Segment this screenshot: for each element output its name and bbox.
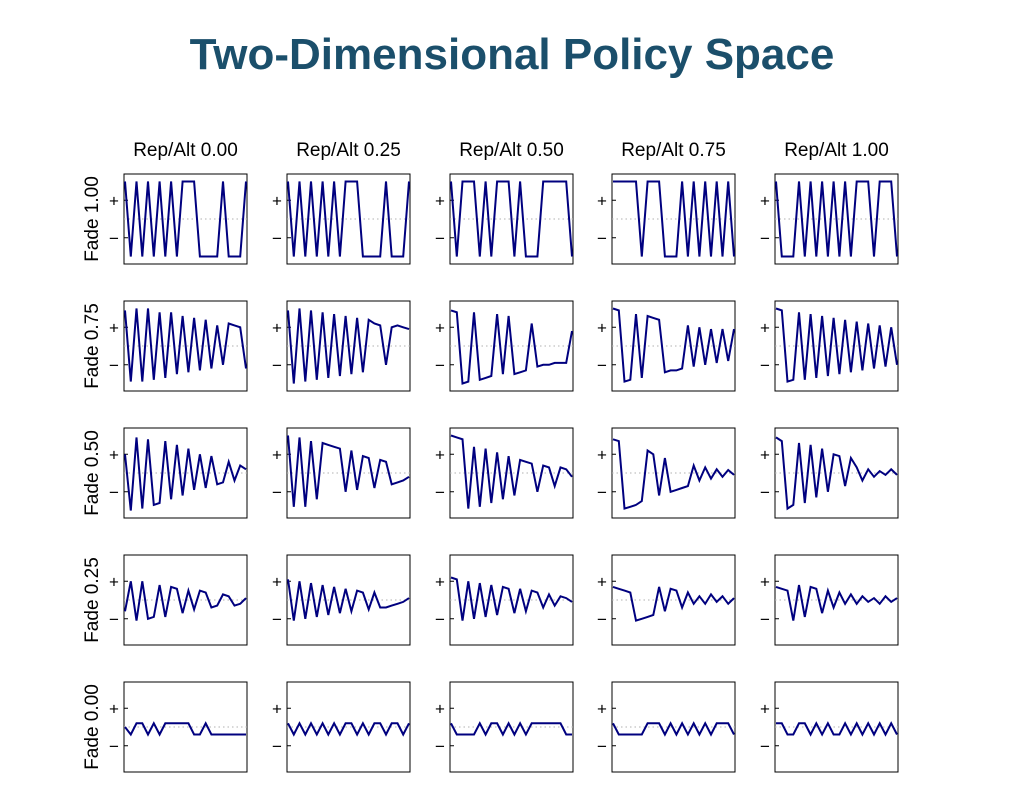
column-title: Rep/Alt 0.50 bbox=[459, 140, 564, 161]
series-line bbox=[124, 308, 247, 382]
series-line bbox=[450, 576, 573, 621]
series-line bbox=[776, 721, 898, 737]
series-line bbox=[287, 721, 410, 737]
row-title: Fade 1.00 bbox=[82, 176, 103, 262]
y-tick-label: + bbox=[435, 445, 445, 464]
y-tick-label: + bbox=[109, 572, 119, 591]
y-tick-label: + bbox=[109, 318, 119, 337]
y-tick-label: + bbox=[272, 445, 282, 464]
y-tick-label: + bbox=[760, 318, 770, 337]
panel-frame bbox=[449, 427, 574, 519]
column-title: Rep/Alt 0.25 bbox=[296, 140, 401, 161]
series-line bbox=[612, 438, 735, 510]
series-line bbox=[450, 309, 573, 385]
series-line bbox=[124, 180, 247, 258]
y-tick-label: + bbox=[597, 572, 607, 591]
series-line bbox=[775, 180, 898, 258]
series-line bbox=[775, 307, 898, 383]
y-tick-label: − bbox=[272, 356, 282, 375]
y-tick-label: + bbox=[109, 699, 119, 718]
y-tick-label: − bbox=[435, 356, 445, 375]
series-line bbox=[124, 437, 247, 511]
y-tick-label: − bbox=[760, 229, 770, 248]
y-tick-label: + bbox=[435, 572, 445, 591]
series-line bbox=[287, 308, 410, 384]
y-tick-label: − bbox=[272, 229, 282, 248]
column-title: Rep/Alt 0.00 bbox=[133, 140, 238, 161]
y-tick-label: − bbox=[109, 229, 119, 248]
slide-title: Two-Dimensional Policy Space bbox=[189, 30, 835, 79]
column-title: Rep/Alt 1.00 bbox=[784, 140, 889, 161]
series-line bbox=[775, 584, 898, 621]
series-line bbox=[612, 307, 735, 383]
y-tick-label: + bbox=[597, 318, 607, 337]
y-tick-label: + bbox=[597, 699, 607, 718]
y-tick-label: − bbox=[597, 483, 607, 502]
series-line bbox=[612, 721, 735, 737]
y-tick-label: − bbox=[760, 483, 770, 502]
y-tick-label: − bbox=[435, 610, 445, 629]
y-tick-label: − bbox=[272, 610, 282, 629]
y-tick-label: − bbox=[109, 483, 119, 502]
y-tick-label: + bbox=[272, 572, 282, 591]
series-line bbox=[124, 581, 247, 621]
y-tick-label: + bbox=[435, 191, 445, 210]
y-tick-label: − bbox=[109, 610, 119, 629]
series-line bbox=[287, 180, 410, 258]
y-tick-label: − bbox=[272, 737, 282, 756]
y-tick-label: + bbox=[597, 445, 607, 464]
y-tick-label: + bbox=[272, 699, 282, 718]
y-tick-label: − bbox=[597, 610, 607, 629]
series-line bbox=[287, 579, 410, 621]
series-line bbox=[775, 436, 898, 511]
y-tick-label: − bbox=[597, 229, 607, 248]
series-line bbox=[287, 435, 410, 507]
series-line bbox=[450, 434, 573, 509]
series-line bbox=[612, 585, 735, 622]
y-tick-label: + bbox=[760, 699, 770, 718]
y-tick-label: + bbox=[760, 191, 770, 210]
y-tick-label: − bbox=[109, 356, 119, 375]
series-line bbox=[450, 180, 573, 258]
column-title: Rep/Alt 0.75 bbox=[621, 140, 726, 161]
y-tick-label: + bbox=[435, 699, 445, 718]
y-tick-label: − bbox=[760, 356, 770, 375]
y-tick-label: − bbox=[435, 229, 445, 248]
series-line bbox=[450, 721, 572, 737]
y-tick-label: + bbox=[435, 318, 445, 337]
y-tick-label: + bbox=[272, 191, 282, 210]
y-tick-label: + bbox=[760, 445, 770, 464]
y-tick-label: − bbox=[435, 737, 445, 756]
y-tick-label: − bbox=[597, 356, 607, 375]
y-tick-label: + bbox=[272, 318, 282, 337]
y-tick-label: − bbox=[109, 737, 119, 756]
y-tick-label: − bbox=[435, 483, 445, 502]
y-tick-label: + bbox=[597, 191, 607, 210]
y-tick-label: − bbox=[760, 610, 770, 629]
y-tick-label: + bbox=[109, 445, 119, 464]
row-title: Fade 0.75 bbox=[82, 303, 103, 389]
y-tick-label: + bbox=[109, 191, 119, 210]
y-tick-label: − bbox=[597, 737, 607, 756]
series-line bbox=[613, 180, 735, 258]
series-line bbox=[124, 721, 246, 737]
y-tick-label: − bbox=[760, 737, 770, 756]
row-title: Fade 0.00 bbox=[82, 684, 103, 770]
row-title: Fade 0.50 bbox=[82, 430, 103, 516]
y-tick-label: − bbox=[272, 483, 282, 502]
y-tick-label: + bbox=[760, 572, 770, 591]
row-title: Fade 0.25 bbox=[82, 557, 103, 643]
